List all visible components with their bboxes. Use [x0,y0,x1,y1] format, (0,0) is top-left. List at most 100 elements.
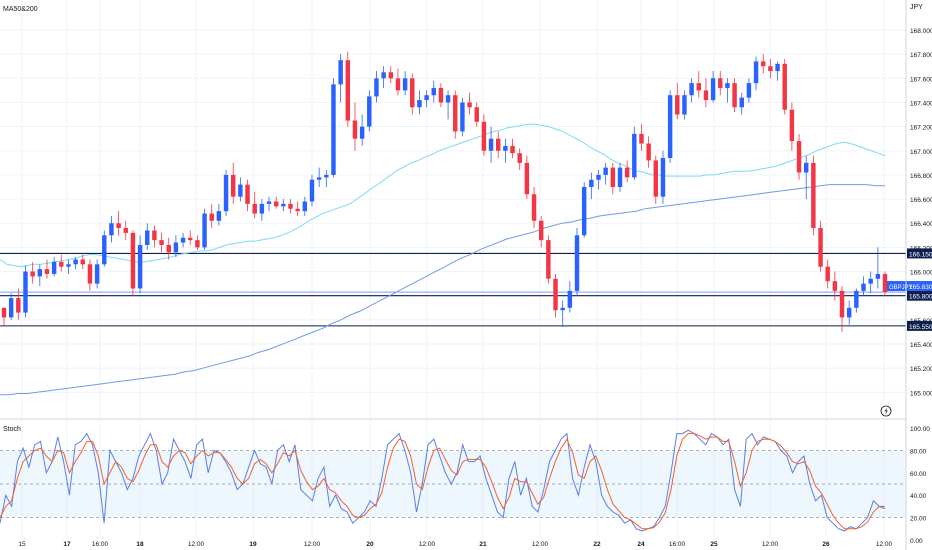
time-tick-label: 17 [63,541,71,548]
candle [725,78,730,103]
candle [868,271,873,294]
candle [381,66,386,88]
indicator-label-ma: MA50&200 [3,6,38,13]
candle [137,235,143,294]
candle [531,187,537,229]
candle [30,261,35,284]
candle [195,235,200,250]
candle [59,254,64,272]
stoch-tick-label: 100.00 [910,426,930,433]
candle [266,196,272,212]
price-tick-label: 167.200 [910,125,932,132]
candle [553,273,558,318]
time-tick-label: 12:00 [762,541,779,548]
candle [44,259,50,279]
candles [1,51,888,332]
candle [37,264,43,287]
candle [517,148,522,171]
candle [467,92,472,115]
candle [359,114,365,146]
candle [8,293,14,320]
candle [653,155,659,204]
time-tick-label: 18 [136,541,144,548]
level-tag [907,248,932,259]
candle [639,124,644,151]
stoch-tick-label: 80.00 [910,448,927,455]
candle [524,155,530,200]
candle [352,102,358,151]
stoch-tick-label: 0.00 [910,538,923,545]
candle [846,300,852,325]
candle [66,259,71,274]
candle [338,54,343,103]
candle [632,126,637,180]
candle [367,90,372,132]
candle [166,237,171,260]
candle [710,71,716,103]
candle [825,259,830,289]
price-tick-label: 167.600 [910,76,932,83]
candle [116,211,121,236]
time-tick-label: 12:00 [419,541,436,548]
candle [202,208,207,250]
candle [16,288,21,320]
time-axis: 15 17 16:00 18 12:00 19 12:00 20 12:00 21 12:00 22 2… [18,541,892,548]
candle [180,232,186,248]
candle [753,56,759,91]
stoch-d-line [0,433,885,530]
stoch-tick-label: 20.00 [910,516,927,523]
time-tick-label: 12:00 [188,541,205,548]
candle [610,162,616,195]
candle [503,138,508,163]
price-tick-label: 166.800 [910,173,932,180]
candle [660,150,666,204]
ma200-line [0,184,885,396]
candle [510,138,515,159]
price-tick-label: 167.800 [910,52,932,59]
candle [882,271,888,296]
candle [474,102,479,127]
candle [431,80,436,103]
candle [624,160,630,183]
price-axis: 165.000165.200165.400165.600165.800166.0… [910,28,932,397]
indicator-label-stoch: Stoch [3,426,21,433]
time-tick-label: 26 [822,541,830,548]
level-tag [907,290,932,301]
candle [94,259,100,289]
candle [667,90,673,163]
candle [245,179,250,212]
candle [309,174,315,207]
candle [861,276,866,296]
price-tick-label: 167.000 [910,149,932,156]
stoch-lines [0,429,886,532]
time-tick-label: 12:00 [304,541,321,548]
current-price-symbol: GBPJPY [889,285,913,291]
candle [839,286,845,332]
candle [402,71,408,96]
candle [682,90,687,120]
candle [453,90,458,139]
level-tag-label: 165.800 [909,294,932,301]
candle [567,281,573,313]
time-tick-label: 24 [637,541,645,548]
currency-label: JPY [910,4,923,11]
ma50-line [0,123,886,268]
price-tick-label: 166.600 [910,197,932,204]
level-tag-label: 166.150 [909,251,932,258]
candle [596,170,601,190]
time-tick-label: 12:00 [876,541,893,548]
candle [739,92,744,115]
candle [173,235,179,258]
time-tick-label: 21 [479,541,487,548]
price-tick-label: 165.000 [910,390,932,397]
candle [832,271,838,301]
candle [646,136,651,168]
time-tick-label: 15 [18,541,26,548]
time-tick-label: 20 [366,541,374,548]
price-tick-label: 165.400 [910,342,932,349]
candle [796,133,802,180]
current-price-value: 165.830 [909,284,932,291]
lightning-icon[interactable] [880,405,892,417]
